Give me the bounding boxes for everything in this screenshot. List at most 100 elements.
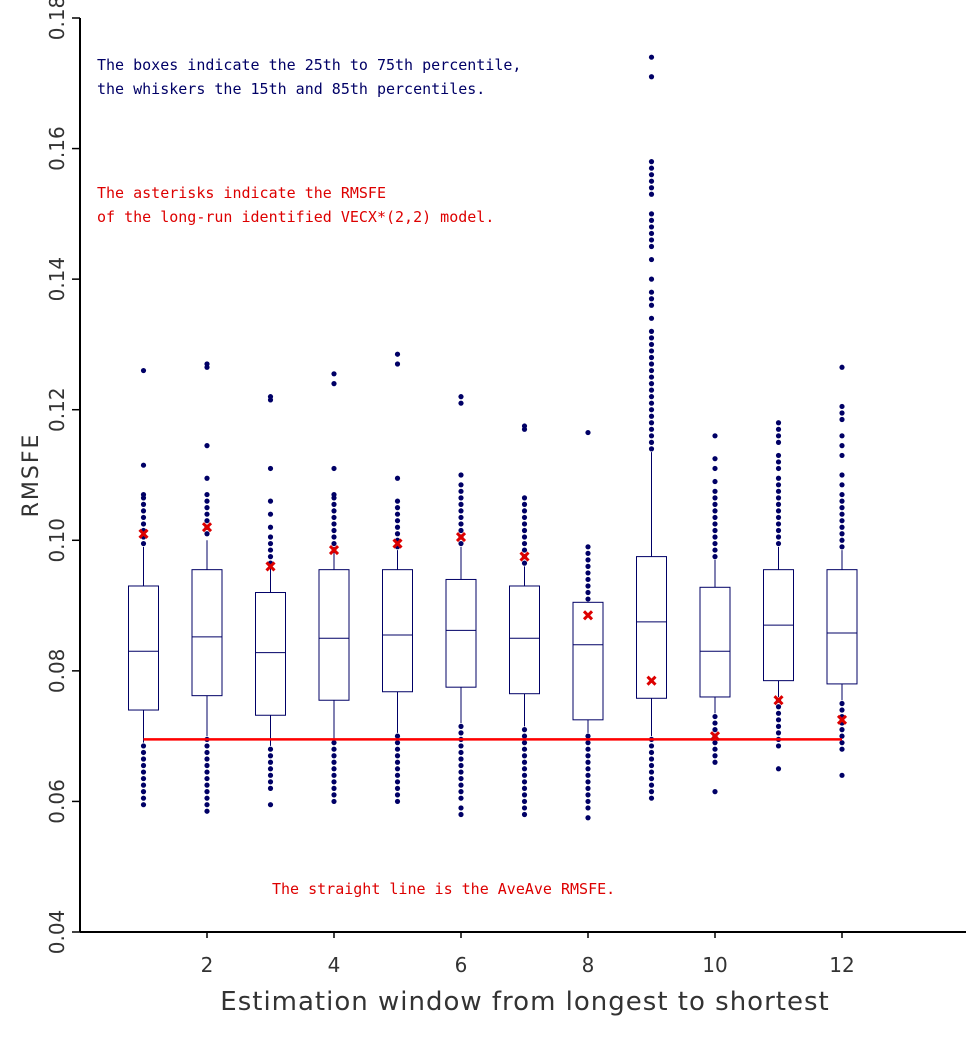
outlier-point [521, 779, 528, 785]
outlier-point [648, 165, 655, 171]
box-iqr [699, 586, 731, 698]
outlier-point [331, 798, 337, 805]
outlier-point [267, 511, 274, 517]
outlier-point [204, 775, 210, 782]
vecx-marker [328, 545, 340, 556]
y-axis-ticks: 0.04 0.06 0.08 0.10 0.12 0.14 0.16 0.18 [45, 0, 80, 954]
outlier-point [521, 547, 528, 553]
outlier-point [458, 540, 464, 547]
outlier-point [267, 394, 274, 400]
outlier-point [140, 514, 147, 521]
outlier-point [204, 762, 210, 769]
outlier-point [204, 531, 210, 537]
vecx-marker [392, 538, 403, 549]
outlier-point [331, 746, 337, 752]
outlier-point [712, 501, 718, 507]
outlier-point [648, 420, 655, 426]
box-iqr [128, 585, 159, 711]
reference-line-note: The straight line is the AveAve RMSFE. [272, 880, 615, 898]
outlier-point [648, 439, 655, 445]
outlier-point [204, 511, 210, 517]
outlier-point [839, 498, 845, 504]
outlier-point [204, 491, 210, 498]
vecx-marker [201, 522, 213, 533]
box-iqr [445, 578, 477, 688]
outlier-point [267, 772, 274, 778]
vecx-marker-stroke [519, 551, 530, 562]
outlier-point [521, 514, 528, 521]
outlier-point [712, 534, 718, 540]
outlier-point [267, 524, 274, 530]
outlier-point [585, 429, 591, 436]
vecx-marker [709, 731, 721, 742]
outlier-point [140, 769, 147, 775]
outlier-point [204, 498, 210, 504]
outlier-point [839, 518, 845, 524]
outlier-point [585, 589, 591, 596]
vecx-marker-stroke [836, 714, 848, 725]
outlier-point [585, 792, 591, 798]
outlier-point [521, 798, 528, 805]
outlier-point [394, 785, 401, 791]
outlier-point [712, 465, 718, 472]
outlier-point [839, 733, 845, 739]
outlier-point [585, 544, 591, 550]
outlier-point [458, 769, 464, 775]
outlier-point [839, 433, 845, 439]
outlier-point [204, 518, 210, 524]
outlier-point [648, 381, 655, 387]
outlier-point [394, 753, 401, 759]
outlier-point [394, 740, 401, 746]
outlier-point [140, 795, 147, 801]
outlier-point [458, 805, 464, 811]
outlier-point [839, 700, 845, 707]
outlier-point [839, 707, 845, 713]
outlier-point [394, 733, 401, 739]
outlier-point [585, 753, 591, 759]
outlier-point [775, 482, 782, 488]
outlier-point [648, 446, 655, 452]
outlier-point [267, 766, 274, 772]
outlier-point [140, 491, 147, 498]
outlier-point [267, 534, 274, 540]
outlier-point [521, 792, 528, 798]
outlier-point [394, 798, 401, 805]
outlier-point [648, 230, 655, 237]
outlier-point [648, 296, 655, 302]
outlier-point [839, 544, 845, 550]
outlier-point [521, 521, 528, 527]
outlier-point [775, 534, 782, 540]
x-axis-label: Estimation window from longest to shorte… [220, 987, 829, 1017]
outlier-point [521, 805, 528, 811]
box-iqr [826, 569, 858, 685]
outlier-point [775, 704, 782, 710]
outlier-point [204, 749, 210, 756]
outlier-point [521, 534, 528, 540]
vecx-markers-layer [138, 522, 848, 742]
outlier-point [585, 583, 591, 589]
outlier-point [394, 772, 401, 778]
outlier-point [521, 785, 528, 791]
outlier-point [585, 576, 591, 583]
outlier-point [839, 416, 845, 423]
outlier-point [267, 779, 274, 785]
vecx-marker [455, 531, 467, 543]
outlier-point [521, 759, 528, 765]
vecx-marker [265, 561, 276, 572]
outlier-point [712, 514, 718, 521]
outlier-point [648, 367, 655, 374]
outlier-point [585, 766, 591, 772]
box-iqr [255, 592, 286, 716]
outlier-point [775, 420, 782, 426]
outlier-point [648, 211, 655, 217]
vecx-marker [519, 551, 530, 562]
outlier-point [839, 531, 845, 537]
outlier-point [521, 540, 528, 547]
x-tick-label: 12 [829, 953, 854, 977]
outlier-point [458, 521, 464, 527]
outlier-point [331, 521, 337, 527]
vecx-marker [773, 695, 784, 706]
outlier-point [648, 354, 655, 361]
outlier-point [140, 749, 147, 756]
vecx-marker-stroke [328, 545, 340, 556]
